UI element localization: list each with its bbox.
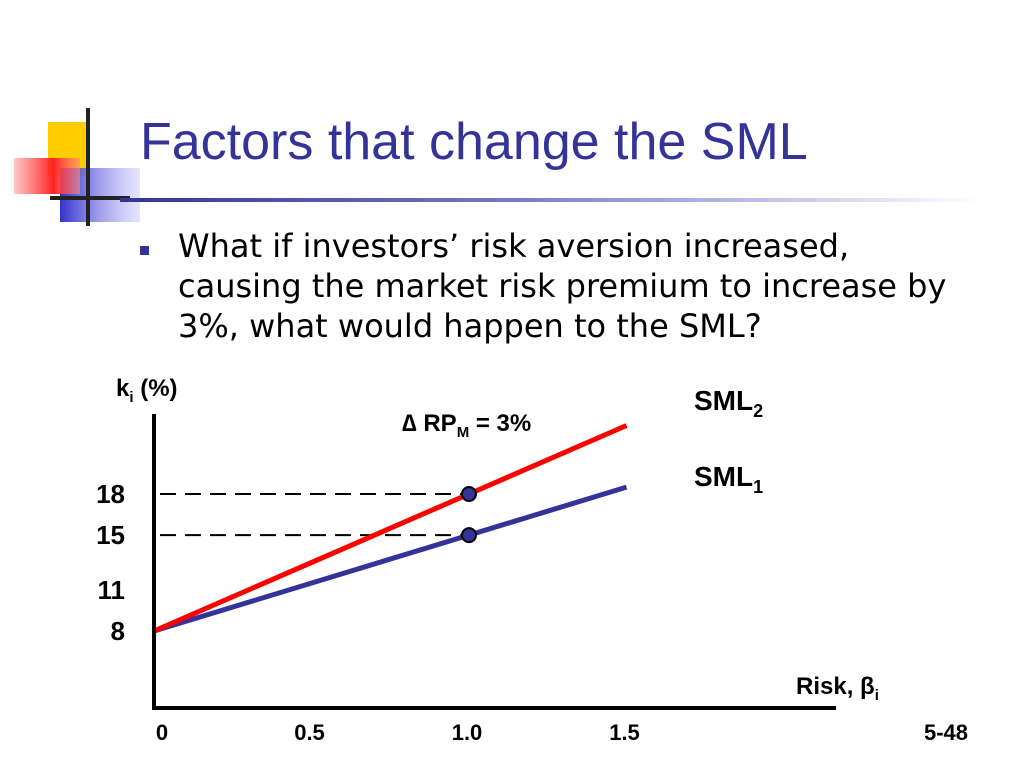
y-tick-label: 18 [96,479,125,509]
x-tick-label: 0.5 [294,720,325,745]
title-underline [120,198,980,202]
series-label-sml1: SML1 [694,461,763,497]
page-number: 5-48 [924,720,968,745]
slide-title: Factors that change the SML [140,113,808,171]
data-point-0 [461,527,477,544]
y-axis-label: ki (%) [116,375,178,406]
y-tick-label: 8 [111,616,125,646]
bullet-square-icon [140,246,149,255]
series-label-sml2: SML2 [694,385,763,421]
series-line-sml1 [153,484,628,634]
y-tick-label: 11 [98,575,126,605]
slide-decoration-logo [14,108,140,226]
bullet-text: What if investors’ risk aversion increas… [178,227,947,345]
x-tick-label: 1.5 [609,720,640,745]
series-line-sml2 [153,423,628,634]
data-point-1 [461,486,477,502]
x-tick-label: 0 [156,720,168,745]
x-axis-label: Risk, βi [796,673,879,704]
x-tick-label: 1.0 [452,720,483,745]
y-tick-label: 15 [96,520,125,550]
bullet-item: What if investors’ risk aversion increas… [140,226,980,346]
delta-rp-annotation: ∆ RPM = 3% [402,410,531,441]
